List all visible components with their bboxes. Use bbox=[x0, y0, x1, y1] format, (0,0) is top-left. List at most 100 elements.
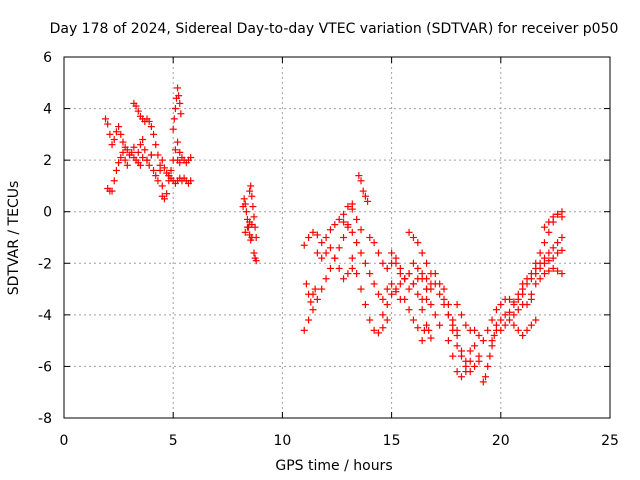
data-point bbox=[545, 257, 553, 265]
data-point bbox=[318, 239, 326, 247]
data-point bbox=[359, 187, 367, 195]
data-point bbox=[361, 192, 369, 200]
y-tick-label: 4 bbox=[43, 102, 52, 118]
data-point bbox=[514, 306, 522, 314]
data-point bbox=[300, 326, 308, 334]
data-point bbox=[326, 226, 334, 234]
data-point bbox=[335, 215, 343, 223]
data-point bbox=[549, 264, 557, 272]
data-point bbox=[554, 239, 562, 247]
data-point bbox=[554, 249, 562, 257]
data-point bbox=[150, 166, 158, 174]
grid-lines bbox=[64, 57, 610, 418]
data-point bbox=[132, 102, 140, 110]
data-point bbox=[160, 164, 168, 172]
data-point bbox=[240, 195, 248, 203]
data-point bbox=[383, 264, 391, 272]
data-point bbox=[158, 182, 166, 190]
data-point bbox=[154, 151, 162, 159]
data-point bbox=[514, 326, 522, 334]
data-point bbox=[353, 215, 361, 223]
data-point bbox=[471, 342, 479, 350]
data-point bbox=[484, 326, 492, 334]
data-point bbox=[331, 221, 339, 229]
data-point bbox=[117, 130, 125, 138]
data-point bbox=[423, 295, 431, 303]
data-point bbox=[242, 208, 250, 216]
data-point bbox=[558, 270, 566, 278]
data-point bbox=[248, 221, 256, 229]
data-point bbox=[418, 306, 426, 314]
data-point bbox=[486, 352, 494, 360]
data-point bbox=[340, 218, 348, 226]
data-point bbox=[418, 337, 426, 345]
data-point bbox=[340, 275, 348, 283]
data-point bbox=[532, 280, 540, 288]
data-point bbox=[545, 267, 553, 275]
data-point bbox=[444, 337, 452, 345]
data-point bbox=[322, 234, 330, 241]
data-point bbox=[145, 117, 153, 125]
data-point bbox=[492, 306, 500, 314]
data-point bbox=[379, 324, 387, 332]
data-point bbox=[187, 154, 195, 162]
data-point bbox=[160, 195, 168, 203]
x-tick-label: 20 bbox=[492, 433, 510, 449]
data-point bbox=[353, 239, 361, 247]
data-point bbox=[170, 115, 178, 123]
data-point bbox=[357, 177, 365, 185]
data-point bbox=[418, 249, 426, 257]
data-point bbox=[130, 143, 138, 151]
data-point bbox=[143, 156, 151, 164]
x-tick-label: 0 bbox=[60, 433, 69, 449]
data-point bbox=[119, 148, 127, 156]
data-point bbox=[471, 362, 479, 370]
data-point bbox=[331, 254, 339, 262]
data-point bbox=[248, 192, 256, 200]
x-tick-label: 25 bbox=[601, 433, 619, 449]
data-point bbox=[405, 285, 413, 293]
data-point bbox=[106, 130, 114, 138]
data-point bbox=[348, 254, 356, 262]
data-point bbox=[479, 337, 487, 345]
data-point bbox=[414, 290, 422, 298]
data-point bbox=[414, 239, 422, 247]
data-point bbox=[519, 285, 527, 293]
data-point bbox=[348, 200, 356, 208]
data-points bbox=[101, 84, 566, 386]
data-point bbox=[383, 301, 391, 309]
data-point bbox=[340, 234, 348, 241]
data-point bbox=[322, 275, 330, 283]
data-point bbox=[532, 259, 540, 267]
data-point bbox=[501, 321, 509, 329]
data-point bbox=[307, 298, 315, 306]
data-point bbox=[326, 244, 334, 252]
data-point bbox=[174, 138, 182, 146]
data-point bbox=[108, 141, 116, 149]
y-axis-label: SDTVAR / TECUs bbox=[6, 181, 22, 296]
data-point bbox=[558, 213, 566, 221]
data-point bbox=[453, 368, 461, 376]
data-point bbox=[379, 259, 387, 267]
data-point bbox=[409, 259, 417, 267]
data-point bbox=[532, 270, 540, 278]
data-point bbox=[353, 270, 361, 278]
data-point bbox=[449, 352, 457, 360]
data-point bbox=[405, 270, 413, 278]
y-tick-label: 6 bbox=[43, 50, 52, 66]
data-point bbox=[309, 228, 317, 236]
data-point bbox=[147, 151, 155, 159]
data-point bbox=[156, 161, 164, 169]
data-point bbox=[506, 316, 514, 324]
data-point bbox=[497, 316, 505, 324]
data-point bbox=[488, 337, 496, 345]
data-point bbox=[549, 254, 557, 262]
data-point bbox=[457, 311, 465, 319]
data-point bbox=[139, 136, 147, 144]
data-point bbox=[457, 347, 465, 355]
data-point bbox=[136, 141, 144, 149]
data-point bbox=[409, 234, 417, 241]
data-point bbox=[117, 154, 125, 162]
data-point bbox=[154, 177, 162, 185]
y-tick-label: -6 bbox=[38, 359, 52, 375]
